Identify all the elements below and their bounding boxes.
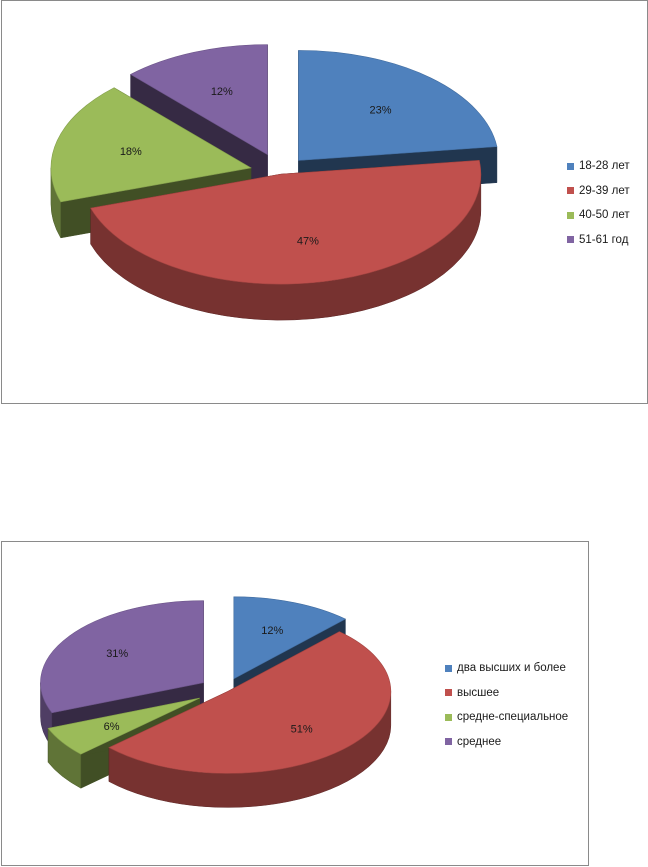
pie-slice xyxy=(129,44,268,156)
legend-item: 51-61 год xyxy=(567,228,630,253)
legend-label: два высших и более xyxy=(457,662,566,675)
legend-swatch xyxy=(445,738,452,746)
legend-age: 18-28 лет 29-39 лет 40-50 лет 51-61 год xyxy=(567,154,630,252)
pie-data-label: 6% xyxy=(104,721,120,733)
legend-swatch xyxy=(445,689,452,697)
legend-label: 51-61 год xyxy=(579,233,629,246)
pie-data-label: 12% xyxy=(211,86,233,98)
pie-slice xyxy=(298,50,498,161)
legend-swatch xyxy=(445,664,452,672)
legend-label: 40-50 лет xyxy=(579,209,630,222)
pie-slice xyxy=(233,596,347,680)
pie-slice xyxy=(40,600,204,714)
legend-label: среднее xyxy=(457,735,502,748)
legend-label: средне-специальное xyxy=(457,711,569,724)
pie-chart-0: 23% 47% 18% 12% xyxy=(50,44,498,321)
legend-label: 18-28 лет xyxy=(579,160,630,173)
pie-data-label: 47% xyxy=(297,236,319,248)
pie-slice xyxy=(108,631,392,774)
legend-swatch xyxy=(567,236,574,244)
pie-slice xyxy=(47,697,200,755)
pie-slice xyxy=(50,87,252,203)
legend-swatch xyxy=(567,211,574,219)
legend-label: высшее xyxy=(457,686,500,699)
pie-slice xyxy=(90,160,482,285)
pie-data-label: 12% xyxy=(261,625,283,637)
pie-data-label: 23% xyxy=(370,104,392,116)
pie-data-label: 31% xyxy=(106,648,128,660)
pie-chart-1: 12% 51% 6% 31% xyxy=(40,596,392,808)
legend-item: 40-50 лет xyxy=(567,203,630,228)
pie-data-label: 51% xyxy=(291,724,313,736)
legend-education: два высших и более высшее средне-специал… xyxy=(445,656,568,754)
legend-item: 18-28 лет xyxy=(567,154,630,179)
legend-item: два высших и более xyxy=(445,656,568,681)
legend-item: средне-специальное xyxy=(445,705,568,730)
legend-swatch xyxy=(445,713,452,721)
legend-label: 29-39 лет xyxy=(579,184,630,197)
legend-item: среднее xyxy=(445,730,568,755)
legend-swatch xyxy=(567,162,574,170)
legend-swatch xyxy=(567,187,574,195)
legend-item: высшее xyxy=(445,681,568,706)
legend-item: 29-39 лет xyxy=(567,179,630,204)
pie-data-label: 18% xyxy=(120,146,142,158)
